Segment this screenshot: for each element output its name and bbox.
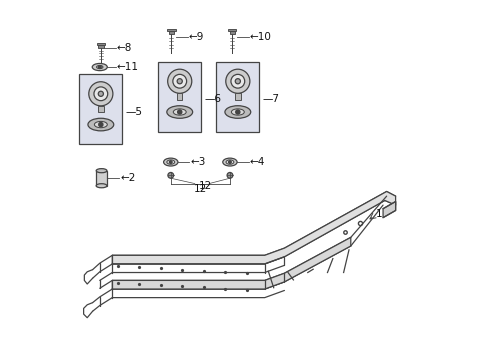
Circle shape	[168, 172, 173, 178]
Circle shape	[170, 161, 172, 163]
Ellipse shape	[164, 158, 178, 166]
Text: 1: 1	[375, 210, 382, 220]
Polygon shape	[112, 237, 351, 289]
Text: —6: —6	[205, 94, 222, 104]
Ellipse shape	[226, 160, 234, 164]
Text: —5: —5	[126, 107, 143, 117]
Text: ←9: ←9	[188, 32, 204, 42]
Ellipse shape	[167, 106, 193, 118]
Circle shape	[178, 110, 182, 114]
Text: 12: 12	[199, 181, 212, 191]
Bar	[168, 29, 175, 31]
Ellipse shape	[92, 63, 107, 71]
Circle shape	[235, 78, 241, 84]
Text: ←4: ←4	[249, 157, 265, 167]
Circle shape	[227, 172, 233, 178]
Text: —7: —7	[263, 94, 280, 104]
Circle shape	[177, 78, 182, 84]
Bar	[98, 45, 104, 48]
Circle shape	[231, 75, 245, 88]
Text: ←2: ←2	[120, 173, 136, 183]
Ellipse shape	[231, 109, 245, 115]
Circle shape	[98, 91, 103, 96]
Text: 12: 12	[194, 184, 207, 194]
Ellipse shape	[96, 184, 107, 188]
Circle shape	[89, 82, 113, 106]
Bar	[235, 93, 241, 100]
Circle shape	[236, 110, 240, 114]
Bar	[228, 29, 237, 31]
Circle shape	[168, 69, 192, 93]
Bar	[96, 171, 107, 186]
Ellipse shape	[95, 121, 107, 128]
Bar	[216, 62, 259, 132]
Ellipse shape	[88, 118, 114, 131]
Text: ←3: ←3	[190, 157, 205, 167]
Polygon shape	[112, 192, 395, 264]
Ellipse shape	[225, 106, 251, 118]
Bar	[230, 31, 235, 34]
Bar	[97, 43, 105, 45]
Ellipse shape	[96, 168, 107, 173]
Bar	[98, 106, 103, 112]
Ellipse shape	[167, 160, 175, 164]
Ellipse shape	[97, 66, 103, 69]
Ellipse shape	[173, 109, 186, 115]
Bar	[169, 31, 174, 34]
Circle shape	[94, 87, 108, 101]
Ellipse shape	[223, 158, 237, 166]
Bar	[177, 93, 182, 100]
Circle shape	[173, 75, 187, 88]
Bar	[79, 74, 122, 144]
Text: ←10: ←10	[249, 32, 271, 42]
Text: ←11: ←11	[117, 62, 139, 72]
Bar	[158, 62, 201, 132]
Text: ←8: ←8	[117, 43, 132, 53]
Circle shape	[98, 66, 101, 68]
Circle shape	[229, 161, 231, 163]
Circle shape	[99, 122, 103, 127]
Circle shape	[226, 69, 250, 93]
Polygon shape	[383, 202, 395, 218]
